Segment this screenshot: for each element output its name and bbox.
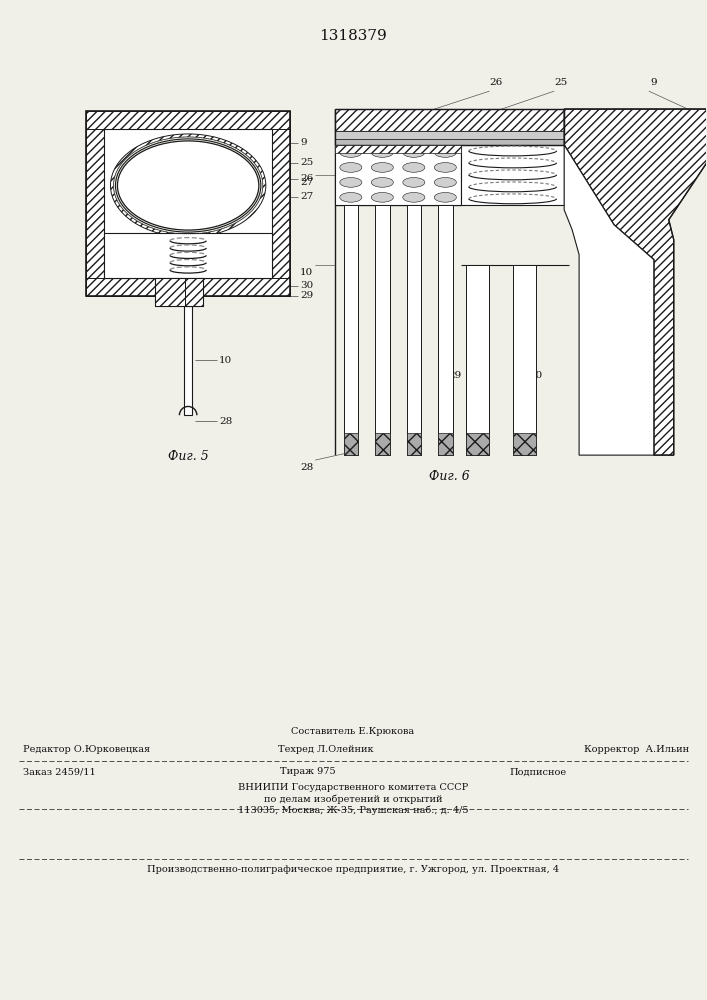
Bar	[155, 278, 185, 306]
Bar	[513, 265, 536, 455]
Bar	[344, 433, 358, 455]
Polygon shape	[564, 109, 707, 455]
Text: 26: 26	[300, 174, 313, 183]
Bar	[513, 433, 536, 455]
Text: Фиг. 6: Фиг. 6	[429, 470, 470, 483]
Bar	[335, 145, 461, 205]
Text: 28: 28	[300, 463, 313, 472]
Text: 26: 26	[489, 78, 503, 87]
Text: 27: 27	[300, 178, 313, 187]
Bar	[184, 306, 192, 415]
Ellipse shape	[340, 192, 362, 202]
Text: 30: 30	[300, 281, 313, 290]
Bar	[375, 433, 390, 455]
Bar	[407, 205, 421, 455]
Text: 25: 25	[300, 158, 313, 167]
Text: 29: 29	[300, 291, 313, 300]
Text: Фиг. 5: Фиг. 5	[168, 450, 209, 463]
Ellipse shape	[371, 148, 393, 157]
Bar	[86, 111, 291, 296]
Text: 10: 10	[300, 268, 313, 277]
Bar	[335, 139, 564, 145]
Bar	[407, 433, 421, 455]
Bar	[104, 129, 272, 278]
Ellipse shape	[340, 178, 362, 187]
Bar	[335, 109, 564, 131]
Ellipse shape	[434, 192, 456, 202]
Ellipse shape	[434, 148, 456, 157]
Ellipse shape	[117, 141, 259, 230]
Ellipse shape	[403, 148, 425, 157]
Text: 113035, Москва, Ж-35, Раушская наб., д. 4/5: 113035, Москва, Ж-35, Раушская наб., д. …	[238, 805, 468, 815]
Polygon shape	[564, 145, 654, 455]
Bar	[466, 433, 489, 455]
Ellipse shape	[113, 137, 263, 234]
Bar	[461, 145, 564, 205]
Text: ВНИИПИ Государственного комитета СССР: ВНИИПИ Государственного комитета СССР	[238, 783, 468, 792]
Bar	[335, 109, 564, 145]
Text: Тираж 975: Тираж 975	[280, 767, 336, 776]
Bar	[466, 265, 489, 455]
Ellipse shape	[340, 148, 362, 157]
Bar	[86, 111, 291, 129]
Text: 25: 25	[554, 78, 568, 87]
Bar	[155, 278, 203, 306]
Bar	[438, 433, 452, 455]
Text: 9: 9	[300, 138, 307, 147]
Bar	[185, 278, 203, 306]
Text: Редактор О.Юрковецкая: Редактор О.Юрковецкая	[23, 745, 151, 754]
Text: Производственно-полиграфическое предприятие, г. Ужгород, ул. Проектная, 4: Производственно-полиграфическое предприя…	[147, 865, 559, 874]
Ellipse shape	[403, 178, 425, 187]
Ellipse shape	[434, 163, 456, 172]
Bar	[86, 278, 291, 296]
Bar	[438, 205, 452, 455]
Ellipse shape	[340, 163, 362, 172]
Ellipse shape	[371, 178, 393, 187]
Text: по делам изобретений и открытий: по делам изобретений и открытий	[264, 794, 443, 804]
Bar	[272, 129, 291, 278]
Ellipse shape	[403, 192, 425, 202]
Text: 30: 30	[530, 371, 542, 380]
Ellipse shape	[371, 192, 393, 202]
Ellipse shape	[403, 163, 425, 172]
Text: Заказ 2459/11: Заказ 2459/11	[23, 767, 96, 776]
Bar	[335, 131, 564, 139]
Text: Корректор  А.Ильин: Корректор А.Ильин	[583, 745, 689, 754]
Bar	[344, 205, 358, 455]
Bar	[86, 129, 104, 278]
Ellipse shape	[371, 163, 393, 172]
Bar	[375, 205, 390, 455]
Ellipse shape	[110, 134, 266, 237]
Text: 9: 9	[651, 78, 658, 87]
Text: Техред Л.Олейник: Техред Л.Олейник	[279, 745, 374, 754]
Ellipse shape	[434, 178, 456, 187]
Text: 28: 28	[219, 417, 233, 426]
Text: Составитель Е.Крюкова: Составитель Е.Крюкова	[291, 727, 414, 736]
Text: 29: 29	[448, 371, 461, 380]
Text: Подписное: Подписное	[509, 767, 566, 776]
Text: 27: 27	[300, 192, 313, 201]
Bar	[104, 233, 272, 278]
Text: 1318379: 1318379	[319, 29, 387, 43]
Text: 10: 10	[219, 356, 233, 365]
Bar	[335, 145, 461, 153]
